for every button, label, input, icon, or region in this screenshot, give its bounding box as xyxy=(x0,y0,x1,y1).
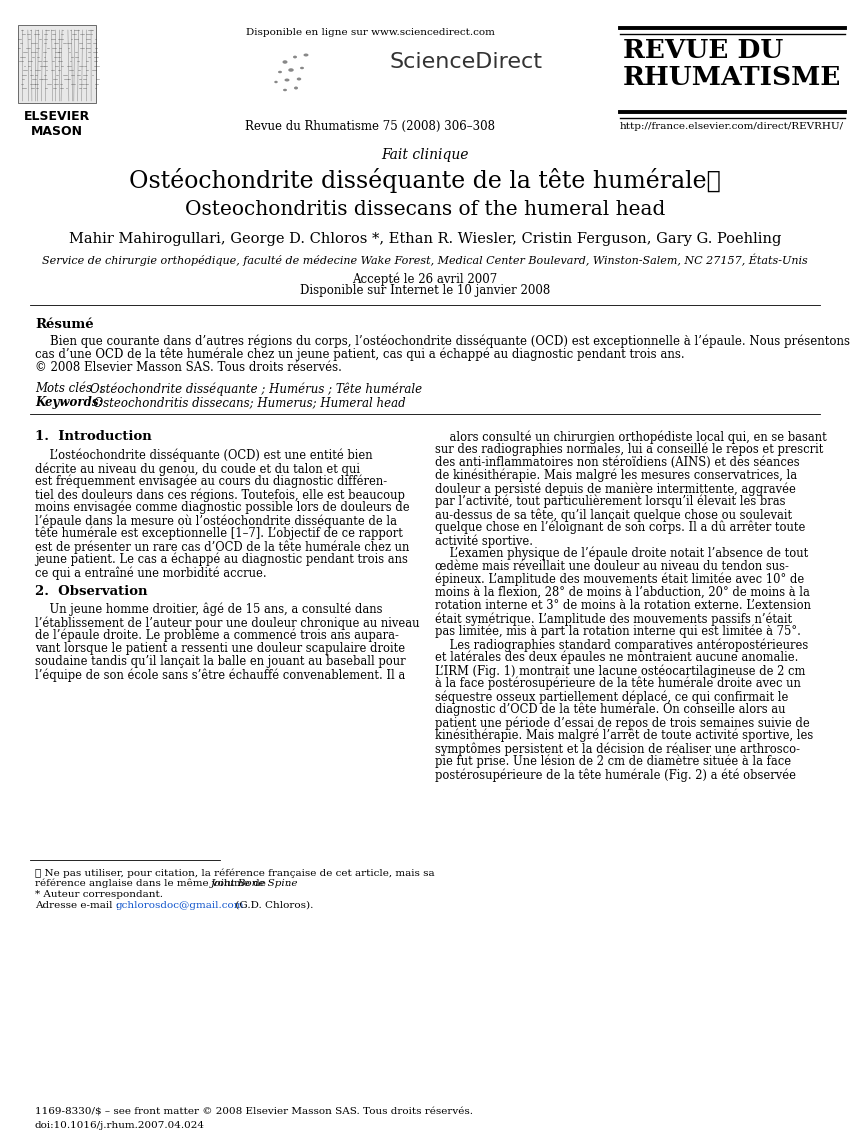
Text: postérosupérieure de la tête humérale (Fig. 2) a été observée: postérosupérieure de la tête humérale (F… xyxy=(435,768,796,782)
Text: activité sportive.: activité sportive. xyxy=(435,533,533,547)
Text: Revue du Rhumatisme 75 (2008) 306–308: Revue du Rhumatisme 75 (2008) 306–308 xyxy=(245,120,495,133)
Text: 2.  Observation: 2. Observation xyxy=(35,585,148,598)
Text: moins envisagée comme diagnostic possible lors de douleurs de: moins envisagée comme diagnostic possibl… xyxy=(35,501,410,514)
Text: Osteochondritis dissecans of the humeral head: Osteochondritis dissecans of the humeral… xyxy=(184,200,666,219)
Ellipse shape xyxy=(297,77,301,81)
Text: des anti-inflammatoires non stéroïdiens (AINS) et des séances: des anti-inflammatoires non stéroïdiens … xyxy=(435,456,800,469)
Text: tête humérale est exceptionnelle [1–7]. L’objectif de ce rapport: tête humérale est exceptionnelle [1–7]. … xyxy=(35,527,403,540)
Text: par l’activité, tout particulièrement lorsqu’il élevait les bras: par l’activité, tout particulièrement lo… xyxy=(435,495,785,508)
Text: © 2008 Elsevier Masson SAS. Tous droits réservés.: © 2008 Elsevier Masson SAS. Tous droits … xyxy=(35,361,342,375)
Text: jeune patient. Le cas a échappé au diagnostic pendant trois ans: jeune patient. Le cas a échappé au diagn… xyxy=(35,553,408,566)
Text: Mahir Mahirogullari, George D. Chloros *, Ethan R. Wiesler, Cristin Ferguson, Ga: Mahir Mahirogullari, George D. Chloros *… xyxy=(69,232,781,246)
Text: pie fut prise. Une lésion de 2 cm de diamètre située à la face: pie fut prise. Une lésion de 2 cm de dia… xyxy=(435,755,791,768)
Text: cas d’une OCD de la tête humérale chez un jeune patient, cas qui a échappé au di: cas d’une OCD de la tête humérale chez u… xyxy=(35,347,684,361)
Text: était symétrique. L’amplitude des mouvements passifs n’était: était symétrique. L’amplitude des mouvem… xyxy=(435,612,792,625)
Text: sur des radiographies normales, lui a conseillé le repos et prescrit: sur des radiographies normales, lui a co… xyxy=(435,443,824,456)
Text: Keywords:: Keywords: xyxy=(35,396,103,409)
Text: symptômes persistent et la décision de réaliser une arthrosco-: symptômes persistent et la décision de r… xyxy=(435,742,800,756)
Text: Bien que courante dans d’autres régions du corps, l’ostéochondrite disséquante (: Bien que courante dans d’autres régions … xyxy=(35,334,850,347)
Text: de kinésithérapie. Mais malgré les mesures conservatrices, la: de kinésithérapie. Mais malgré les mesur… xyxy=(435,469,797,482)
Text: décrite au niveau du genou, du coude et du talon et qui: décrite au niveau du genou, du coude et … xyxy=(35,462,360,476)
Text: patient une période d’essai de repos de trois semaines suivie de: patient une période d’essai de repos de … xyxy=(435,716,810,730)
Text: rotation interne et 3° de moins à la rotation externe. L’extension: rotation interne et 3° de moins à la rot… xyxy=(435,599,811,612)
Text: diagnostic d’OCD de la tête humérale. On conseille alors au: diagnostic d’OCD de la tête humérale. On… xyxy=(435,703,785,716)
Text: épineux. L’amplitude des mouvements était limitée avec 10° de: épineux. L’amplitude des mouvements étai… xyxy=(435,573,804,587)
Text: kinésithérapie. Mais malgré l’arrêt de toute activité sportive, les: kinésithérapie. Mais malgré l’arrêt de t… xyxy=(435,729,813,742)
Ellipse shape xyxy=(288,68,294,72)
Text: à la face postérosupérieure de la tête humérale droite avec un: à la face postérosupérieure de la tête h… xyxy=(435,676,801,690)
Text: vant lorsque le patient a ressenti une douleur scapulaire droite: vant lorsque le patient a ressenti une d… xyxy=(35,642,405,655)
Text: l’épaule dans la mesure où l’ostéochondrite disséquante de la: l’épaule dans la mesure où l’ostéochondr… xyxy=(35,514,397,528)
Text: tiel des douleurs dans ces régions. Toutefois, elle est beaucoup: tiel des douleurs dans ces régions. Tout… xyxy=(35,488,405,502)
Text: Mots clés  :: Mots clés : xyxy=(35,382,107,395)
Ellipse shape xyxy=(300,67,304,69)
Text: soudaine tandis qu’il lançait la balle en jouant au baseball pour: soudaine tandis qu’il lançait la balle e… xyxy=(35,655,405,669)
Text: doi:10.1016/j.rhum.2007.04.024: doi:10.1016/j.rhum.2007.04.024 xyxy=(35,1121,205,1130)
Bar xyxy=(18,25,96,103)
Ellipse shape xyxy=(283,89,287,91)
Text: l’établissement de l’auteur pour une douleur chronique au niveau: l’établissement de l’auteur pour une dou… xyxy=(35,616,420,630)
Text: 1169-8330/$ – see front matter © 2008 Elsevier Masson SAS. Tous droits réservés.: 1169-8330/$ – see front matter © 2008 El… xyxy=(35,1108,473,1117)
Text: œdème mais réveillait une douleur au niveau du tendon sus-: œdème mais réveillait une douleur au niv… xyxy=(435,560,789,573)
Text: Adresse e-mail :: Adresse e-mail : xyxy=(35,901,122,910)
Text: l’équipe de son école sans s’être échauffé convenablement. Il a: l’équipe de son école sans s’être échauf… xyxy=(35,669,405,681)
Text: * Auteur correspondant.: * Auteur correspondant. xyxy=(35,890,163,899)
Text: ELSEVIER
MASON: ELSEVIER MASON xyxy=(24,110,90,138)
Text: Fait clinique: Fait clinique xyxy=(382,148,468,162)
Text: est de présenter un rare cas d’OCD de la tête humérale chez un: est de présenter un rare cas d’OCD de la… xyxy=(35,540,410,554)
Text: et latérales des deux épaules ne montraient aucune anomalie.: et latérales des deux épaules ne montrai… xyxy=(435,651,798,664)
Ellipse shape xyxy=(294,86,298,90)
Text: alors consulté un chirurgien orthopédiste local qui, en se basant: alors consulté un chirurgien orthopédist… xyxy=(435,430,827,444)
Text: .: . xyxy=(285,878,288,888)
Text: quelque chose en l’éloignant de son corps. Il a dû arrêter toute: quelque chose en l’éloignant de son corp… xyxy=(435,521,805,535)
Text: 1.  Introduction: 1. Introduction xyxy=(35,430,152,443)
Text: est fréquemment envisagée au cours du diagnostic différen-: est fréquemment envisagée au cours du di… xyxy=(35,476,387,488)
Text: (G.D. Chloros).: (G.D. Chloros). xyxy=(232,901,314,910)
Text: http://france.elsevier.com/direct/REVRHU/: http://france.elsevier.com/direct/REVRHU… xyxy=(620,121,844,131)
Text: Ostéochondrite disséquante ; Humérus ; Tête humérale: Ostéochondrite disséquante ; Humérus ; T… xyxy=(90,382,422,395)
Text: Les radiographies standard comparatives antéropostérieures: Les radiographies standard comparatives … xyxy=(435,638,808,651)
Text: L’ostéochondrite disséquante (OCD) est une entité bien: L’ostéochondrite disséquante (OCD) est u… xyxy=(35,449,372,462)
Text: au-dessus de sa tête, qu’il lançait quelque chose ou soulevait: au-dessus de sa tête, qu’il lançait quel… xyxy=(435,508,792,521)
Text: L’IRM (Fig. 1) montrait une lacune ostéocartilagineuse de 2 cm: L’IRM (Fig. 1) montrait une lacune ostéo… xyxy=(435,664,805,678)
Text: douleur a persisté depuis de manière intermittente, aggravée: douleur a persisté depuis de manière int… xyxy=(435,482,796,496)
Ellipse shape xyxy=(282,60,287,64)
Text: ce qui a entraîné une morbidité accrue.: ce qui a entraîné une morbidité accrue. xyxy=(35,566,267,580)
Ellipse shape xyxy=(275,81,278,83)
Ellipse shape xyxy=(278,70,282,74)
Text: Accepté le 26 avril 2007: Accepté le 26 avril 2007 xyxy=(353,272,497,286)
Text: pas limitée, mis à part la rotation interne qui est limitée à 75°.: pas limitée, mis à part la rotation inte… xyxy=(435,625,801,639)
Text: gchlorosdoc@gmail.com: gchlorosdoc@gmail.com xyxy=(116,901,245,910)
Text: Osteochondritis dissecans; Humerus; Humeral head: Osteochondritis dissecans; Humerus; Hume… xyxy=(86,396,405,409)
Text: Joint Bone Spine: Joint Bone Spine xyxy=(211,878,298,888)
Ellipse shape xyxy=(303,53,309,57)
Text: Résumé: Résumé xyxy=(35,318,94,331)
Text: ScienceDirect: ScienceDirect xyxy=(390,52,543,72)
Text: référence anglaise dans le même volume de: référence anglaise dans le même volume d… xyxy=(35,878,269,889)
Text: Ostéochondrite disséquante de la tête humérale☆: Ostéochondrite disséquante de la tête hu… xyxy=(129,168,721,193)
Text: Un jeune homme droitier, âgé de 15 ans, a consulté dans: Un jeune homme droitier, âgé de 15 ans, … xyxy=(35,603,383,616)
Text: ☆ Ne pas utiliser, pour citation, la référence française de cet article, mais sa: ☆ Ne pas utiliser, pour citation, la réf… xyxy=(35,868,434,877)
Text: séquestre osseux partiellement déplacé, ce qui confirmait le: séquestre osseux partiellement déplacé, … xyxy=(435,690,788,704)
Text: moins à la flexion, 28° de moins à l’abduction, 20° de moins à la: moins à la flexion, 28° de moins à l’abd… xyxy=(435,586,810,599)
Ellipse shape xyxy=(285,78,290,82)
Text: Disponible en ligne sur www.sciencedirect.com: Disponible en ligne sur www.sciencedirec… xyxy=(246,28,495,37)
Text: Disponible sur Internet le 10 janvier 2008: Disponible sur Internet le 10 janvier 20… xyxy=(300,284,550,297)
Text: Service de chirurgie orthopédique, faculté de médecine Wake Forest, Medical Cent: Service de chirurgie orthopédique, facul… xyxy=(42,254,807,267)
Text: REVUE DU
RHUMATISME: REVUE DU RHUMATISME xyxy=(623,37,842,90)
Ellipse shape xyxy=(293,56,297,58)
Text: de l’épaule droite. Le problème a commencé trois ans aupara-: de l’épaule droite. Le problème a commen… xyxy=(35,629,399,642)
Text: L’examen physique de l’épaule droite notait l’absence de tout: L’examen physique de l’épaule droite not… xyxy=(435,547,808,561)
